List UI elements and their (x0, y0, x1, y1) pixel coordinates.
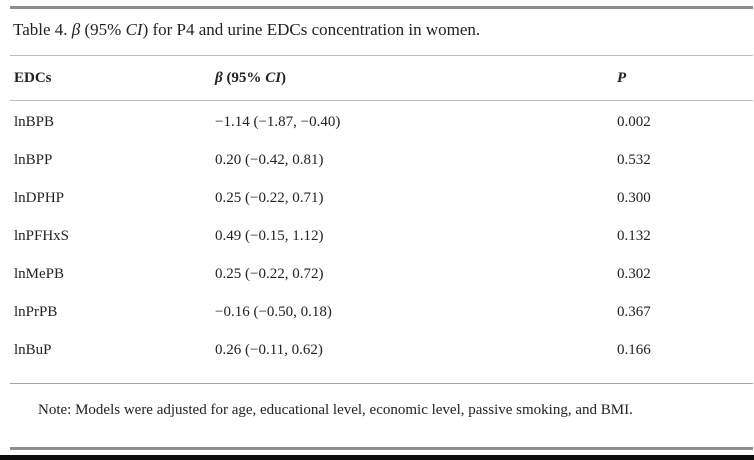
column-header-edcs: EDCs (14, 69, 52, 86)
header-beta-symbol: β (215, 69, 223, 86)
body-bottom-divider (10, 383, 753, 384)
beta-ci-cell: −1.14 (−1.87, −0.40) (215, 113, 341, 130)
beta-ci-cell: 0.25 (−0.22, 0.72) (215, 265, 324, 282)
edc-name-cell: lnPFHxS (14, 227, 70, 244)
p-value-cell: 0.302 (617, 265, 651, 282)
edc-name-cell: lnBPP (14, 151, 53, 168)
edc-name-cell: lnBPB (14, 113, 55, 130)
beta-ci-cell: −0.16 (−0.50, 0.18) (215, 303, 332, 320)
header-bottom-divider (10, 100, 753, 101)
bottom-rule-divider (10, 447, 753, 450)
caption-prefix: Table 4. (13, 20, 72, 39)
p-value-cell: 0.132 (617, 227, 651, 244)
caption-bottom-divider (10, 55, 753, 56)
table-row: lnDPHP 0.25 (−0.22, 0.71) 0.300 (10, 179, 753, 217)
page-bottom-border (0, 455, 754, 460)
p-value-cell: 0.367 (617, 303, 651, 320)
edc-name-cell: lnPrPB (14, 303, 58, 320)
table-row: lnMePB 0.25 (−0.22, 0.72) 0.302 (10, 255, 753, 293)
caption-beta-symbol: β (71, 20, 81, 39)
table-note: Note: Models were adjusted for age, educ… (38, 402, 633, 418)
top-rule-divider (10, 6, 753, 9)
table-row: lnBPP 0.20 (−0.42, 0.81) 0.532 (10, 141, 753, 179)
edc-name-cell: lnBuP (14, 341, 52, 358)
header-beta-mid: (95% (222, 69, 266, 86)
caption-mid: (95% (80, 20, 126, 39)
table-row: lnBuP 0.26 (−0.11, 0.62) 0.166 (10, 331, 753, 369)
caption-suffix: ) for P4 and urine EDCs concentration in… (142, 20, 481, 39)
beta-ci-cell: 0.26 (−0.11, 0.62) (215, 341, 323, 358)
table-figure: Table 4. β (95% CI) for P4 and urine EDC… (10, 0, 753, 450)
column-header-p: P (617, 69, 627, 86)
caption-ci: CI (125, 20, 143, 39)
table-caption: Table 4. β (95% CI) for P4 and urine EDC… (10, 9, 753, 55)
table-body: lnBPB −1.14 (−1.87, −0.40) 0.002 lnBPP 0… (10, 101, 753, 383)
table-row: lnBPB −1.14 (−1.87, −0.40) 0.002 (10, 103, 753, 141)
edc-name-cell: lnMePB (14, 265, 65, 282)
table-row: lnPrPB −0.16 (−0.50, 0.18) 0.367 (10, 293, 753, 331)
beta-ci-cell: 0.25 (−0.22, 0.71) (215, 189, 324, 206)
column-header-beta-ci: β (95% CI) (211, 70, 613, 87)
beta-ci-cell: 0.20 (−0.42, 0.81) (215, 151, 324, 168)
header-close-paren: ) (281, 69, 287, 86)
beta-ci-cell: 0.49 (−0.15, 1.12) (215, 227, 324, 244)
header-ci: CI (265, 69, 282, 86)
p-value-cell: 0.532 (617, 151, 651, 168)
edc-name-cell: lnDPHP (14, 189, 65, 206)
p-value-cell: 0.166 (617, 341, 651, 358)
p-value-cell: 0.300 (617, 189, 651, 206)
p-value-cell: 0.002 (617, 113, 651, 130)
table-row: lnPFHxS 0.49 (−0.15, 1.12) 0.132 (10, 217, 753, 255)
table-header-row: EDCs β (95% CI) P (10, 56, 753, 100)
